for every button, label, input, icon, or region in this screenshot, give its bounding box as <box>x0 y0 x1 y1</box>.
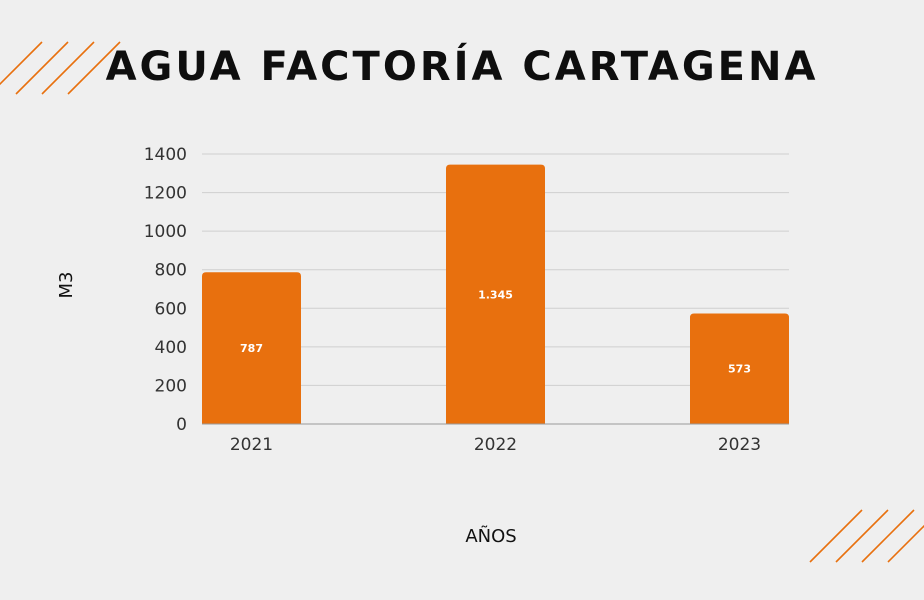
bars: 787 1.345 573 <box>202 164 789 424</box>
stripe-line <box>809 509 863 563</box>
orange-stripes-icon <box>809 509 924 563</box>
stripe-line <box>0 41 43 86</box>
stripe-line <box>861 509 915 563</box>
x-tick-label-2021: 2021 <box>230 435 273 455</box>
x-tick-label-2023: 2023 <box>718 435 761 455</box>
y-tick-label: 800 <box>155 261 187 281</box>
y-tick-label: 200 <box>155 376 187 396</box>
y-tick-label: 600 <box>155 299 187 319</box>
y-tick-label: 0 <box>176 415 187 435</box>
bar-2021 <box>202 272 301 424</box>
bar-2022 <box>446 164 545 424</box>
stripe-line <box>67 41 121 95</box>
x-axis-label: AÑOS <box>465 525 516 547</box>
data-label-2021: 787 <box>240 342 263 355</box>
data-label-2022: 1.345 <box>478 288 513 301</box>
orange-stripes-icon <box>0 41 121 95</box>
data-label-2023: 573 <box>728 363 751 376</box>
y-tick-label: 400 <box>155 338 187 358</box>
x-axis-ticks: 2021 2022 2023 <box>230 435 761 455</box>
x-tick-label-2022: 2022 <box>474 435 517 455</box>
y-axis-label: M3 <box>56 272 77 299</box>
y-tick-label: 1400 <box>144 145 187 165</box>
bar-2023 <box>690 313 789 424</box>
stripe-line <box>15 41 69 95</box>
stripe-line <box>835 509 889 563</box>
y-tick-label: 1200 <box>144 184 187 204</box>
stripe-line <box>41 41 95 95</box>
y-axis-ticks: 0 200 400 600 800 1000 1200 1400 <box>144 145 187 435</box>
y-tick-label: 1000 <box>144 222 187 242</box>
stripe-line <box>887 524 924 563</box>
chart-title: AGUA FACTORÍA CARTAGENA <box>105 44 819 90</box>
